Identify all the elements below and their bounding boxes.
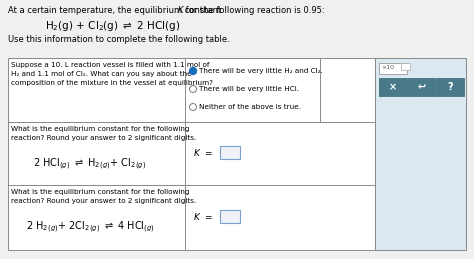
FancyBboxPatch shape (220, 210, 240, 222)
FancyBboxPatch shape (379, 63, 407, 74)
Text: $K$  =: $K$ = (193, 147, 213, 157)
FancyBboxPatch shape (408, 78, 435, 96)
FancyBboxPatch shape (401, 63, 410, 70)
Text: K: K (177, 6, 183, 15)
Text: What is the equilibrium constant for the following
reaction? Round your answer t: What is the equilibrium constant for the… (11, 126, 196, 141)
Text: ?: ? (447, 82, 453, 92)
Text: 2 HCl$_{(g)}$ $\rightleftharpoons$ H$_2{}_{(g)}$+ Cl$_2{}_{(g)}$: 2 HCl$_{(g)}$ $\rightleftharpoons$ H$_2{… (33, 157, 146, 172)
Text: H$_2$(g) + Cl$_2$(g) $\rightleftharpoons$ 2 HCl(g): H$_2$(g) + Cl$_2$(g) $\rightleftharpoons… (45, 19, 181, 33)
Text: Use this information to complete the following table.: Use this information to complete the fol… (8, 35, 230, 44)
Text: Neither of the above is true.: Neither of the above is true. (199, 104, 301, 110)
Text: At a certain temperature, the equilibrium constant: At a certain temperature, the equilibriu… (8, 6, 224, 15)
Text: Suppose a 10. L reaction vessel is filled with 1.1 mol of
H₂ and 1.1 mol of Cl₂.: Suppose a 10. L reaction vessel is fille… (11, 62, 213, 85)
Text: ×10: ×10 (381, 65, 394, 70)
FancyBboxPatch shape (375, 58, 466, 250)
FancyBboxPatch shape (379, 78, 407, 96)
Text: for the following reaction is 0.95:: for the following reaction is 0.95: (183, 6, 324, 15)
FancyBboxPatch shape (220, 146, 240, 159)
Text: ↩: ↩ (418, 82, 426, 92)
FancyBboxPatch shape (437, 78, 464, 96)
Text: There will be very little H₂ and Cl₂.: There will be very little H₂ and Cl₂. (199, 68, 323, 74)
Text: What is the equilibrium constant for the following
reaction? Round your answer t: What is the equilibrium constant for the… (11, 189, 196, 204)
Text: ×: × (389, 82, 397, 92)
Text: $K$  =: $K$ = (193, 211, 213, 221)
Text: 2 H$_2{}_{(g)}$+ 2Cl$_2{}_{(g)}$ $\rightleftharpoons$ 4 HCl$_{(g)}$: 2 H$_2{}_{(g)}$+ 2Cl$_2{}_{(g)}$ $\right… (26, 220, 155, 235)
Circle shape (190, 68, 197, 75)
Text: There will be very little HCl.: There will be very little HCl. (199, 86, 299, 92)
FancyBboxPatch shape (8, 58, 375, 250)
